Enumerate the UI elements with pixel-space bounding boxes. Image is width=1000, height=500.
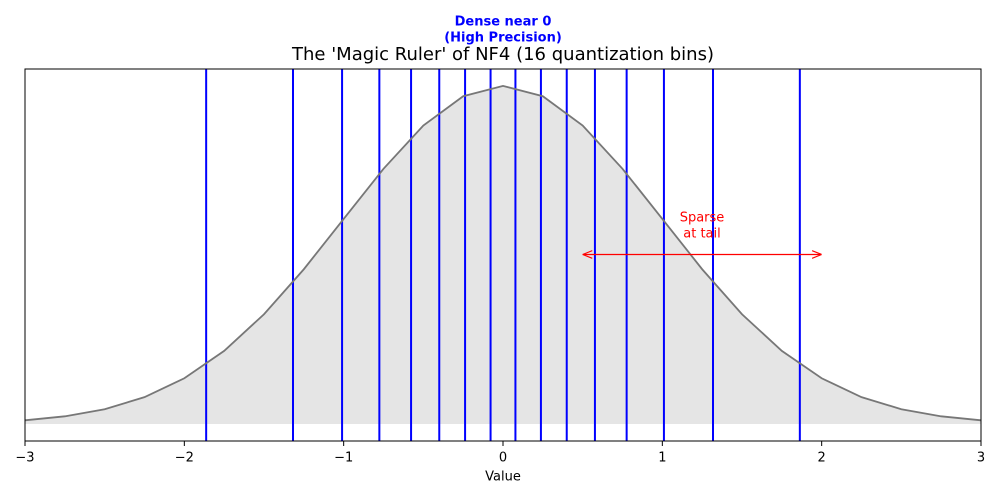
x-tick-label: −1 [334, 451, 353, 466]
x-tick-label: −3 [15, 451, 34, 466]
x-tick-label: 2 [818, 451, 826, 466]
chart-title: The 'Magic Ruler' of NF4 (16 quantizatio… [291, 44, 714, 65]
area [25, 85, 981, 425]
x-tick-label: −2 [175, 451, 194, 466]
annotation: at tail [683, 227, 720, 242]
x-tick-label: 1 [658, 451, 666, 466]
x-tick-label: 3 [977, 451, 985, 466]
x-axis-label: Value [485, 470, 521, 485]
annotation: (High Precision) [444, 31, 562, 46]
annotation: Dense near 0 [455, 15, 552, 30]
x-tick-label: 0 [499, 451, 507, 466]
annotation: Sparse [680, 211, 725, 226]
curve [24, 84, 982, 422]
